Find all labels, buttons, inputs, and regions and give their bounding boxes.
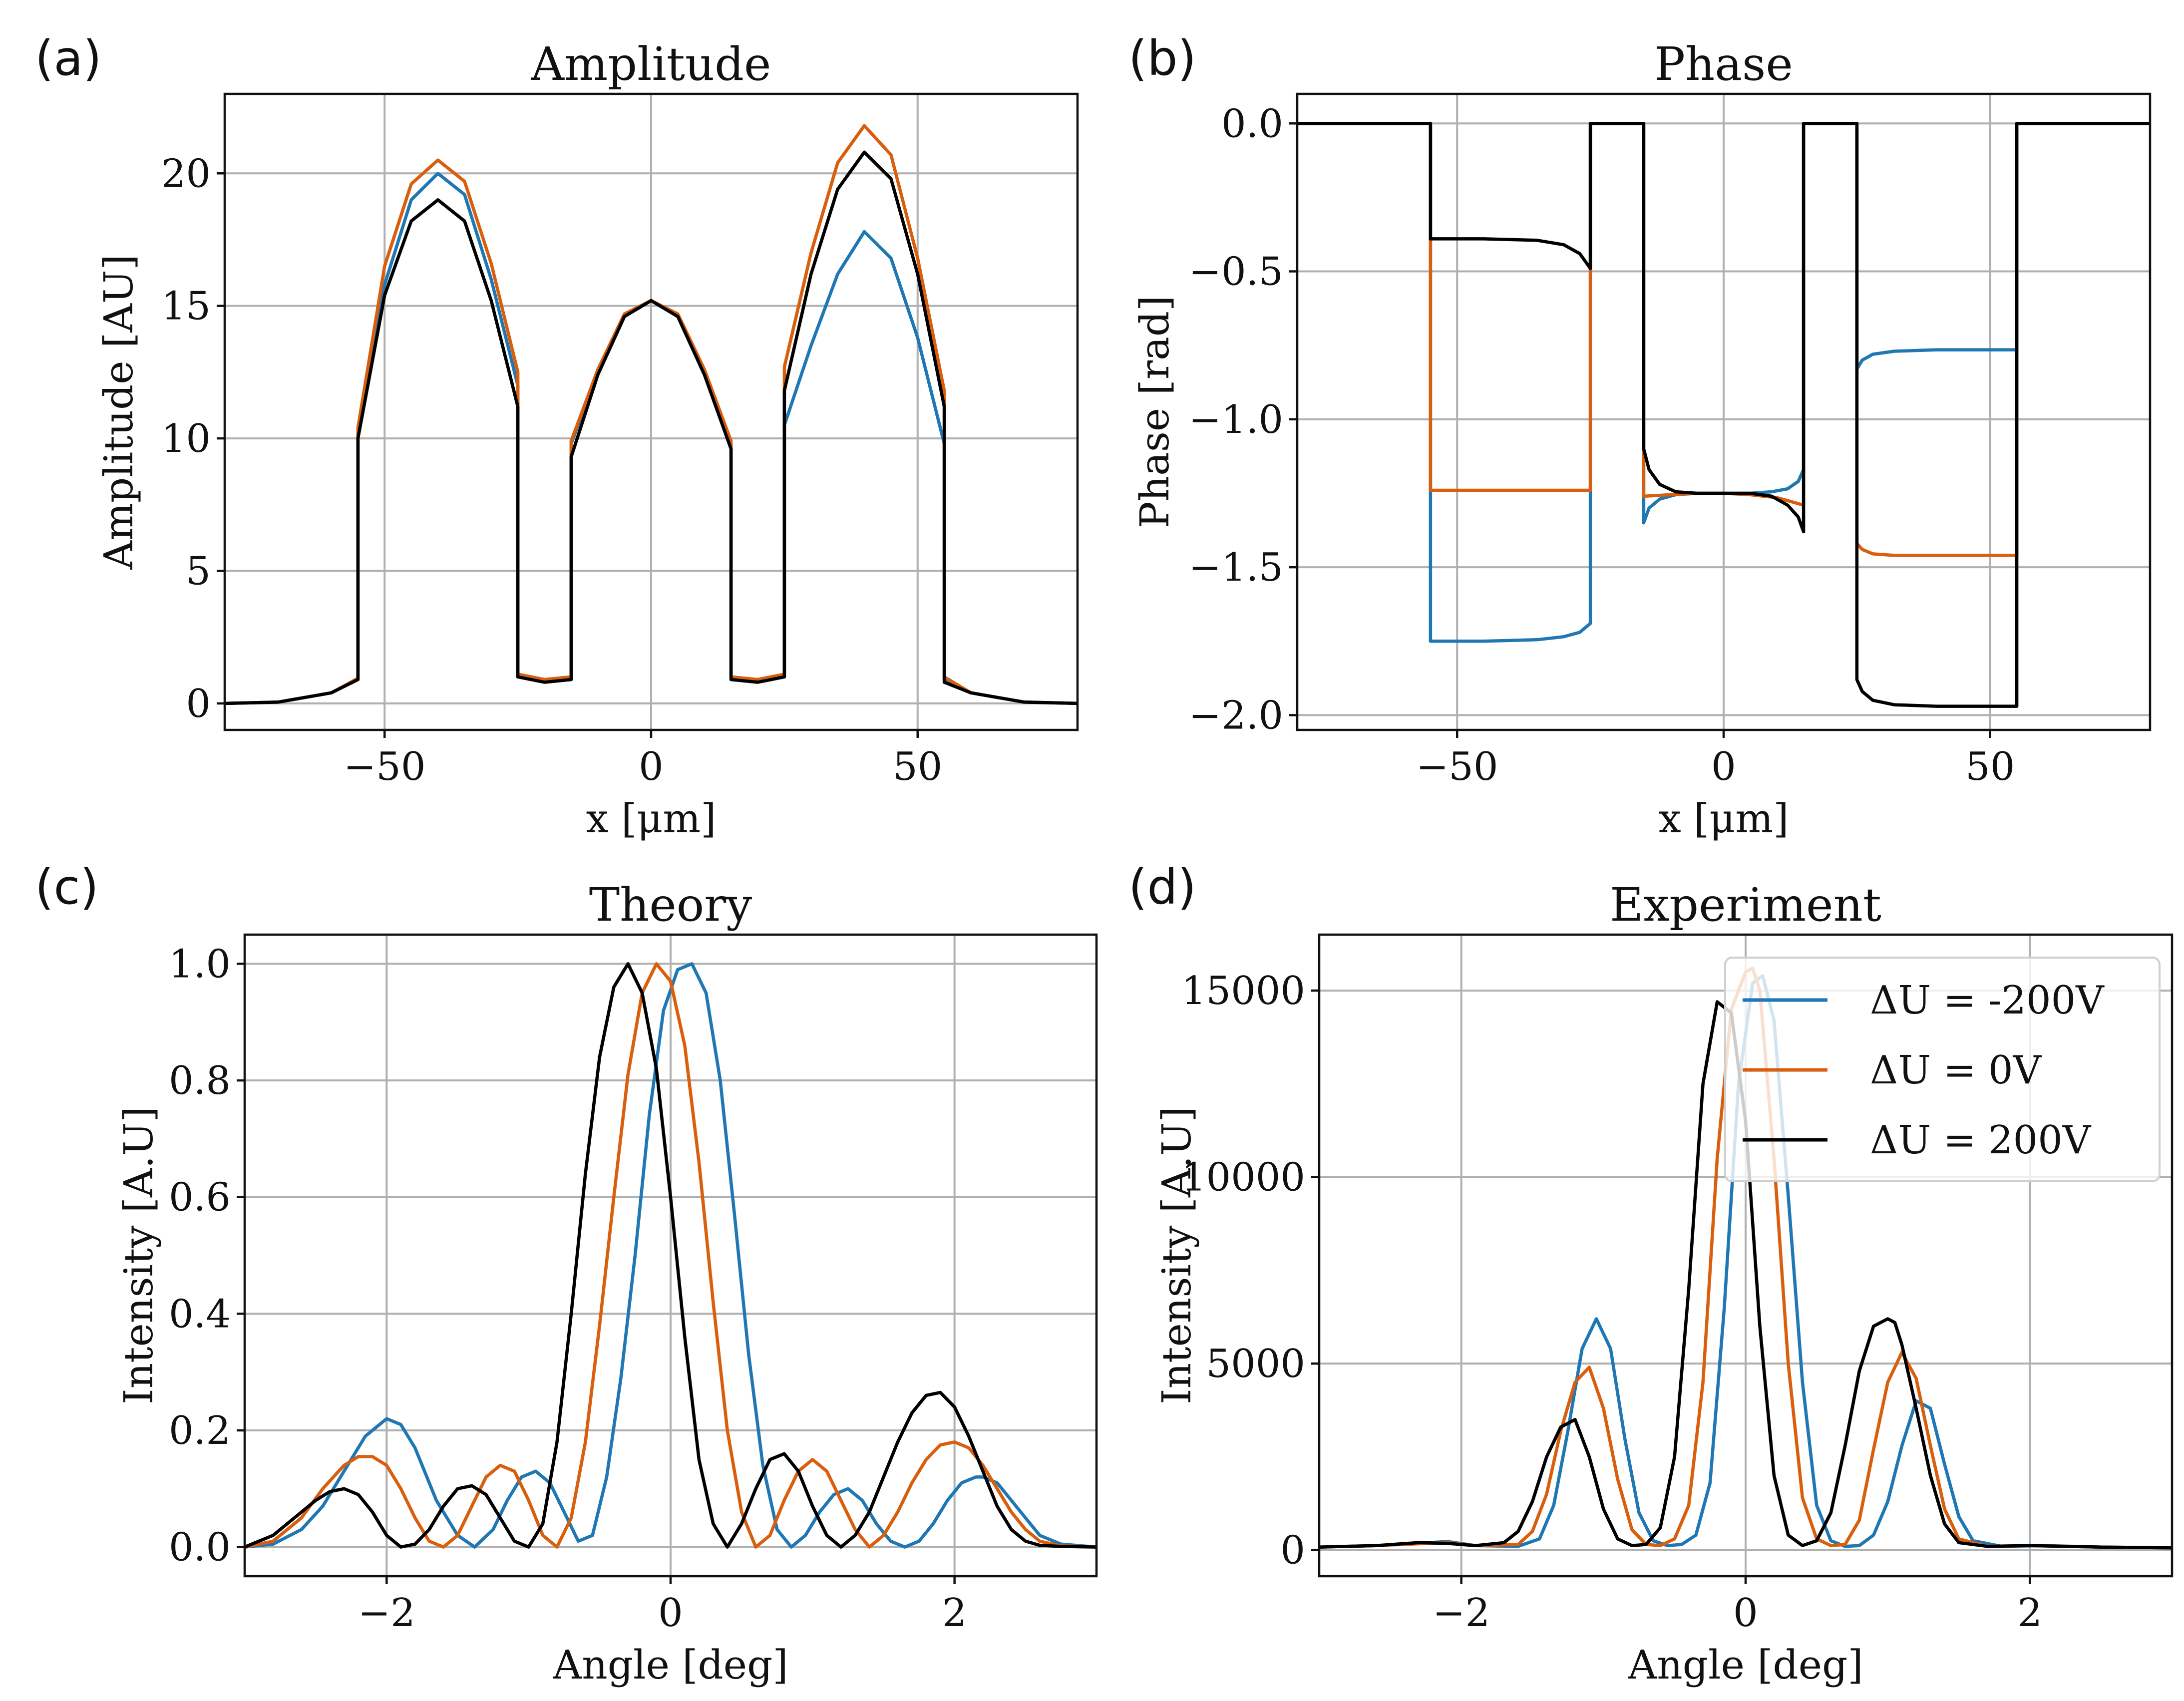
y-tick-label: 0.0: [1221, 101, 1283, 146]
legend-entry-label: ΔU = 0V: [1870, 1048, 2042, 1093]
x-axis-label: x [μm]: [1659, 795, 1789, 842]
panel-d-experiment-chart: −2 0 2 0 5000 10000 15000 Experiment Angle [deg]…: [1128, 859, 2174, 1688]
y-axis-label: Intensity [A.U]: [1153, 1106, 1200, 1404]
y-tick-label: −1.5: [1189, 545, 1283, 590]
x-axis-label: Angle [deg]: [1627, 1642, 1863, 1688]
series-line-0v: [245, 962, 1096, 1549]
chart-title: Phase: [1654, 37, 1793, 91]
panel-b-phase-chart: −50 0 50 0.0 −0.5 −1.0 −1.5 −2.0 Phase x [μm] Phas…: [1128, 30, 2152, 842]
panel-c-theory-chart: −2 0 2 0.0 0.2 0.4 0.6 0.8 1.0 Theory Angle [deg] I…: [35, 859, 1098, 1688]
x-tick-label: 50: [1965, 744, 2015, 789]
legend-entry-label: ΔU = 200V: [1870, 1118, 2092, 1163]
y-tick-label: 0.8: [169, 1058, 231, 1103]
y-tick-label: 10000: [1181, 1155, 1305, 1200]
series-line-plus-200v: [225, 150, 1078, 705]
chart-title: Amplitude: [531, 37, 771, 91]
y-tick-label: 10: [161, 416, 211, 461]
x-tick-label: 2: [2018, 1591, 2043, 1636]
x-axis-label: x [μm]: [586, 795, 717, 842]
x-tick-label: 0: [639, 744, 664, 789]
series-line-minus-200v: [245, 962, 1096, 1549]
y-tick-label: 15000: [1181, 969, 1305, 1014]
panel-a-amplitude-chart: −50 0 50 0 5 10 15 20 Amplitude x [μm] Amplitude […: [35, 30, 1079, 842]
y-axis-label: Phase [rad]: [1131, 296, 1178, 528]
panel-letter: (d): [1128, 859, 1196, 915]
x-tick-label: 0: [1733, 1591, 1758, 1636]
x-tick-label: −2: [358, 1591, 415, 1636]
series-line-plus-200v: [245, 962, 1096, 1549]
y-axis-label: Amplitude [AU]: [95, 254, 142, 570]
y-tick-label: 20: [161, 151, 211, 196]
x-tick-label: 0: [658, 1591, 683, 1636]
y-tick-label: 0.4: [169, 1292, 231, 1337]
x-tick-label: 50: [893, 744, 942, 789]
y-tick-label: 0: [1280, 1528, 1305, 1573]
legend-box: [1724, 957, 2161, 1182]
y-tick-label: 0.2: [169, 1408, 231, 1453]
x-tick-label: 2: [942, 1591, 967, 1636]
y-tick-label: −1.0: [1189, 397, 1283, 442]
y-tick-label: −2.0: [1189, 693, 1283, 738]
y-tick-label: 0.6: [169, 1175, 231, 1220]
panel-letter: (a): [35, 30, 102, 86]
y-tick-label: 5: [186, 549, 211, 594]
y-tick-label: 0: [186, 681, 211, 726]
legend-entry-label: ΔU = -200V: [1870, 978, 2105, 1023]
panel-letter: (c): [35, 859, 99, 915]
y-tick-label: 0.0: [169, 1525, 231, 1570]
legend: ΔU = -200V ΔU = 0V ΔU = 200V: [1724, 957, 2161, 1182]
series-line-plus-200v: [1297, 122, 2150, 708]
chart-title: Experiment: [1610, 878, 1881, 932]
chart-title: Theory: [589, 878, 752, 932]
x-axis-label: Angle [deg]: [552, 1642, 788, 1688]
panel-letter: (b): [1128, 30, 1196, 86]
y-tick-label: −0.5: [1189, 250, 1283, 295]
x-tick-label: 0: [1711, 744, 1736, 789]
x-tick-label: −50: [1416, 744, 1498, 789]
y-tick-label: 15: [161, 284, 211, 329]
y-tick-label: 5000: [1206, 1342, 1305, 1386]
y-axis-label: Intensity [A.U]: [115, 1106, 162, 1404]
x-tick-label: −50: [344, 744, 426, 789]
y-tick-label: 1.0: [169, 942, 231, 987]
x-tick-label: −2: [1433, 1591, 1490, 1636]
